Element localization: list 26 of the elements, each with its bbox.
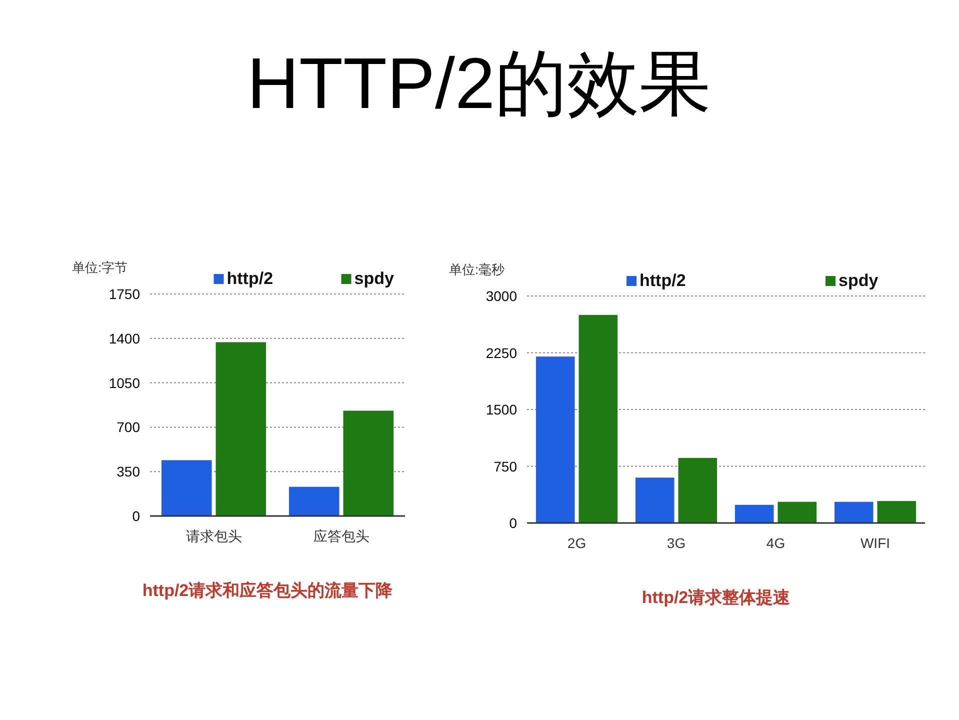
y-tick-label: 0: [132, 508, 140, 524]
x-tick-label: 2G: [567, 535, 586, 551]
y-axis-title: 单位:字节: [72, 260, 128, 275]
x-tick-label: 应答包头: [313, 528, 370, 544]
y-axis-title: 单位:毫秒: [449, 262, 505, 277]
y-tick-label: 1750: [108, 286, 140, 302]
text: http/2请求和应答包头的流量下降: [142, 581, 394, 600]
legend-label: http/2: [226, 269, 274, 288]
legend-label: spdy: [354, 269, 394, 288]
chart-title: HTTP/2的效果: [246, 44, 712, 124]
x-tick-label: WIFI: [860, 535, 890, 551]
legend-label: http/2: [640, 271, 686, 290]
x-tick-label: 4G: [766, 535, 786, 551]
text: http/2请求整体提速: [642, 588, 790, 607]
y-tick-label: 1400: [108, 330, 140, 346]
y-tick-label: 2250: [486, 344, 518, 361]
legend-label: spdy: [838, 271, 879, 290]
y-tick-label: 750: [494, 458, 518, 474]
x-tick-label: 请求包头: [186, 528, 242, 544]
x-tick-label: 3G: [666, 535, 686, 551]
y-tick-label: 1050: [108, 374, 140, 391]
y-tick-label: 3000: [486, 288, 518, 304]
y-tick-label: 350: [116, 464, 140, 480]
y-tick-label: 700: [116, 419, 140, 436]
y-tick-label: 0: [509, 515, 518, 531]
y-tick-label: 1500: [486, 402, 518, 418]
